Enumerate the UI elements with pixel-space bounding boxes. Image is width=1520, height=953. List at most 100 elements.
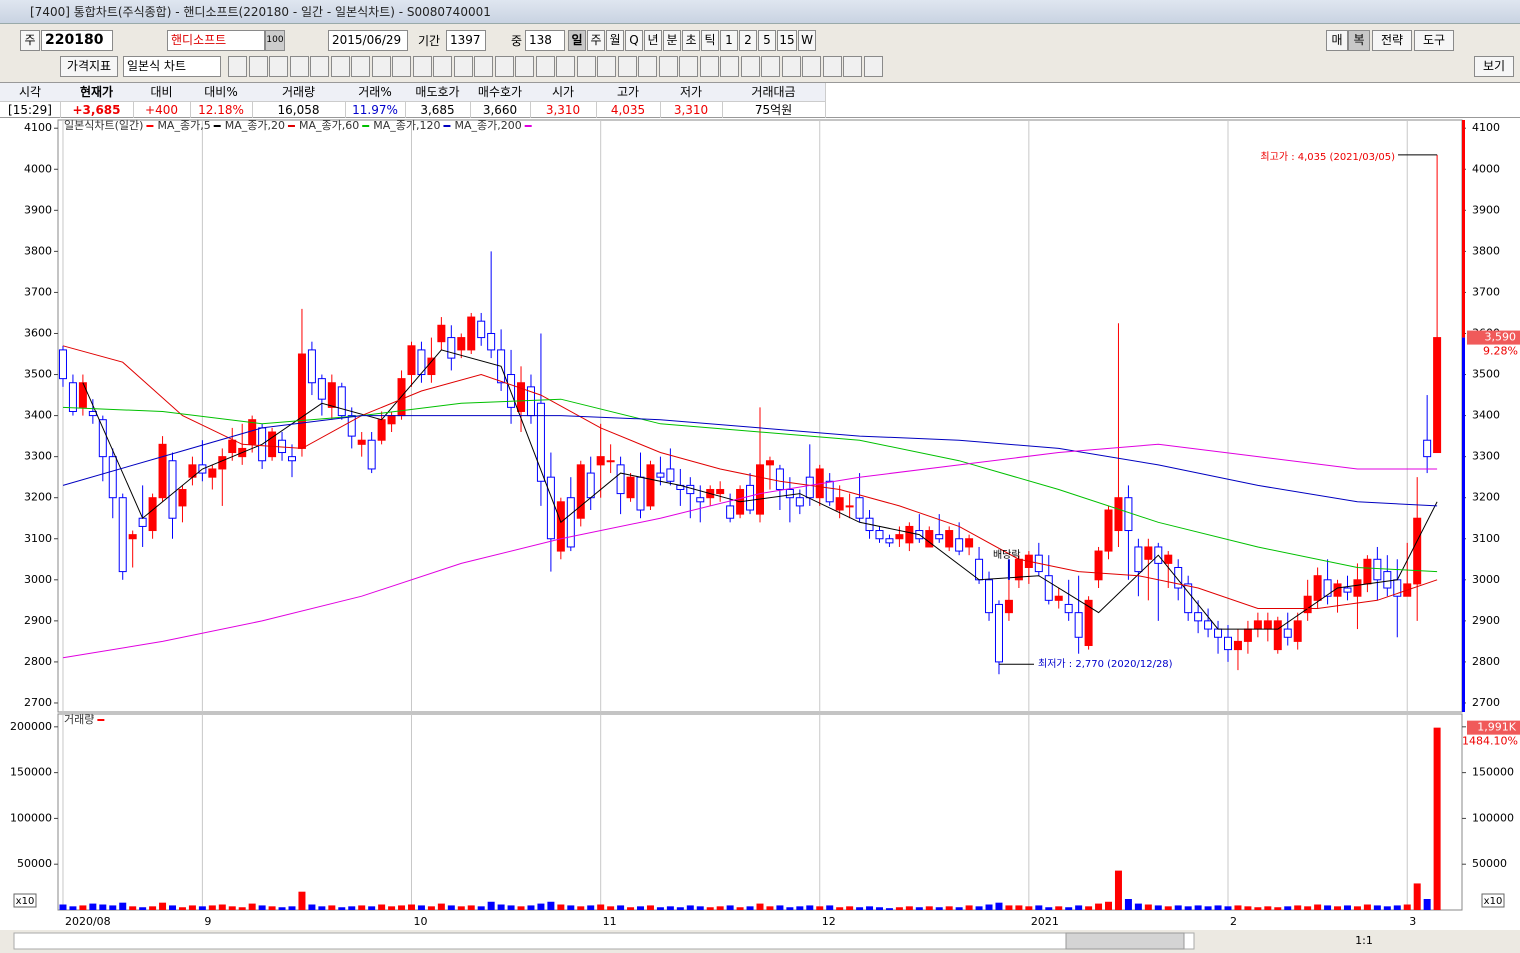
chart: 2020/08 9 10 11 12 2021 2 3 2700 2700 2800 2800 2900…: [0, 118, 1520, 953]
candle-body: [447, 337, 456, 359]
right-button[interactable]: 복: [1348, 30, 1370, 51]
interval-button[interactable]: 주: [587, 30, 605, 51]
candle-body: [1353, 579, 1362, 597]
axis-strip: [1462, 120, 1465, 338]
interval-button[interactable]: 분: [663, 30, 681, 51]
period-input[interactable]: 1397: [446, 30, 486, 51]
tool-icon[interactable]: [576, 56, 596, 77]
interval-button[interactable]: 틱: [701, 30, 719, 51]
interval-button[interactable]: 2: [739, 30, 757, 51]
view-button[interactable]: 보기: [1474, 56, 1514, 77]
interval-button[interactable]: 월: [606, 30, 624, 51]
mid-input[interactable]: 138: [525, 30, 565, 51]
name-input[interactable]: 핸디소프트: [167, 30, 265, 51]
tool-icon[interactable]: [248, 56, 268, 77]
interval-button[interactable]: 일: [568, 30, 586, 51]
chart-style-select[interactable]: 일본식 차트: [123, 56, 221, 77]
tool-icon[interactable]: [453, 56, 473, 77]
candle-body: [1293, 620, 1302, 642]
quote-value: [15:29]: [0, 101, 61, 119]
candle-body: [646, 464, 655, 507]
interval-button[interactable]: 년: [644, 30, 662, 51]
volume-bar: [1025, 906, 1033, 910]
tool-icon[interactable]: [269, 56, 288, 77]
tool-icon[interactable]: [289, 56, 309, 77]
tool-icon[interactable]: [330, 56, 350, 77]
candle-body: [1313, 575, 1322, 601]
y-tick-label: 3900: [1472, 203, 1500, 216]
y-tick-label: 150000: [1472, 766, 1514, 779]
tool-icon[interactable]: [556, 56, 575, 77]
code-input[interactable]: 220180: [41, 30, 113, 51]
right-button[interactable]: 전략: [1372, 30, 1412, 51]
volume-bar: [1334, 906, 1342, 910]
tool-icon[interactable]: [515, 56, 534, 77]
tool-icon[interactable]: [617, 56, 637, 77]
tool-icon[interactable]: [310, 56, 329, 77]
candle-body: [88, 410, 97, 417]
candle-body: [895, 534, 904, 540]
volume-bar: [1274, 907, 1282, 910]
volume-bar: [1413, 883, 1421, 910]
interval-button[interactable]: 1: [720, 30, 738, 51]
candle-body: [178, 488, 187, 507]
candle-body: [1233, 640, 1242, 651]
volume-bar: [1304, 906, 1312, 910]
count-box[interactable]: 100: [265, 30, 285, 51]
tool-icon[interactable]: [679, 56, 698, 77]
volume-bar: [487, 901, 495, 910]
interval-button[interactable]: 초: [682, 30, 700, 51]
volume-bar: [228, 906, 236, 910]
candle-body: [726, 505, 735, 519]
tool-icon[interactable]: [843, 56, 862, 77]
volume-bar: [796, 906, 804, 910]
tool-icon[interactable]: [781, 56, 801, 77]
candle-body: [1303, 595, 1312, 614]
tool-icon[interactable]: [412, 56, 432, 77]
tool-icon[interactable]: [699, 56, 719, 77]
right-button[interactable]: 매: [1326, 30, 1348, 51]
market-select[interactable]: 주: [20, 30, 40, 51]
last-value: 1,991K: [1477, 721, 1516, 734]
volume-bar: [646, 905, 654, 910]
tool-icon[interactable]: [740, 56, 760, 77]
tool-icon[interactable]: [228, 56, 247, 77]
date-input[interactable]: 2015/06/29: [328, 30, 408, 51]
volume-bar: [1224, 906, 1232, 910]
volume-bar: [159, 902, 167, 910]
tool-icon[interactable]: [351, 56, 370, 77]
tool-icon[interactable]: [535, 56, 555, 77]
tool-icon[interactable]: [371, 56, 391, 77]
candle-body: [845, 505, 854, 508]
interval-button[interactable]: W: [798, 30, 816, 51]
tool-icon[interactable]: [802, 56, 821, 77]
candle-body: [1224, 636, 1232, 651]
tool-icon[interactable]: [720, 56, 739, 77]
tool-icon[interactable]: [392, 56, 411, 77]
volume-bar: [368, 906, 376, 910]
ma-line: [62, 398, 1438, 573]
indicator-button[interactable]: 가격지표: [60, 56, 118, 77]
tool-icon[interactable]: [822, 56, 842, 77]
tool-icon[interactable]: [863, 56, 883, 77]
candle-body: [1094, 550, 1103, 581]
tool-icon[interactable]: [474, 56, 493, 77]
interval-button[interactable]: 15: [777, 30, 797, 51]
volume-bar: [378, 904, 386, 910]
tool-icon[interactable]: [597, 56, 616, 77]
interval-button[interactable]: Q: [625, 30, 643, 51]
y-tick-label: 3500: [24, 368, 52, 381]
tool-icon[interactable]: [638, 56, 657, 77]
right-button[interactable]: 도구: [1414, 30, 1454, 51]
interval-button[interactable]: 5: [758, 30, 776, 51]
tool-icon[interactable]: [658, 56, 678, 77]
unit-label: x10: [16, 896, 35, 907]
tool-icon[interactable]: [761, 56, 780, 77]
volume-bar: [1284, 906, 1292, 910]
volume-bar: [1403, 904, 1411, 910]
scroll-thumb[interactable]: [1065, 932, 1185, 950]
tool-icon[interactable]: [433, 56, 452, 77]
candle-body: [387, 415, 396, 425]
tool-icon[interactable]: [494, 56, 514, 77]
candle-body: [775, 468, 784, 490]
